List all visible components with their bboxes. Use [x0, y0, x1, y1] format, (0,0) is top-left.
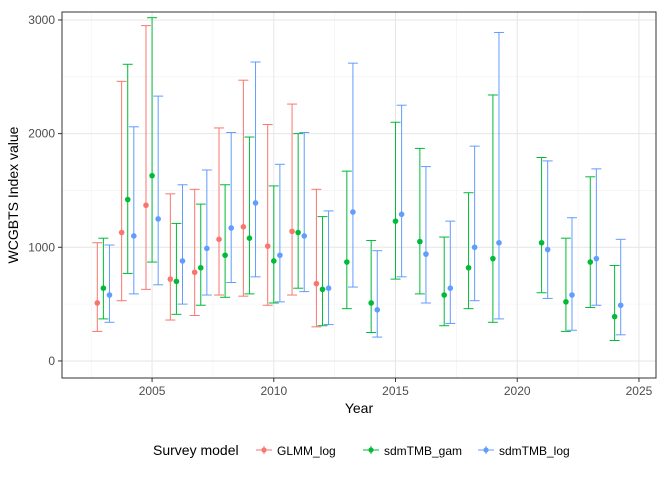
y-axis-ticks: 0 1000 2000 3000: [28, 13, 62, 368]
y-tick-label: 3000: [28, 13, 55, 27]
data-point: [264, 243, 271, 249]
data-point: [569, 292, 575, 298]
data-point: [191, 269, 198, 276]
data-point: [277, 252, 283, 259]
data-point: [490, 255, 496, 262]
data-point: [593, 255, 600, 262]
data-point: [216, 236, 222, 243]
legend-item-GLMM_log: GLMM_log: [256, 444, 336, 458]
data-point: [398, 211, 405, 218]
data-point: [246, 235, 253, 241]
x-axis-title: Year: [345, 400, 374, 416]
y-tick-label: 1000: [28, 240, 55, 254]
data-point: [131, 233, 137, 239]
data-point: [228, 225, 234, 231]
minor-gridlines: [62, 12, 656, 378]
legend-key-point: [368, 447, 374, 453]
series-GLMM_log: [92, 25, 322, 332]
x-tick-label: 2025: [626, 384, 653, 398]
data-point: [611, 313, 618, 320]
data-point: [173, 278, 180, 285]
data-point: [417, 238, 423, 245]
series-sdmTMB_gam: [98, 17, 620, 341]
data-point: [344, 259, 350, 265]
data-point: [252, 200, 259, 206]
data-point: [325, 285, 332, 292]
data-point: [368, 300, 374, 306]
x-tick-label: 2010: [260, 384, 287, 398]
data-point: [179, 258, 186, 264]
data-point: [423, 251, 429, 257]
x-tick-label: 2005: [139, 384, 166, 398]
data-point: [270, 258, 277, 264]
data-point: [441, 292, 448, 298]
data-point: [197, 264, 204, 271]
x-axis-ticks: 2005 2010 2015 2020 2025: [139, 378, 653, 398]
data-point: [167, 276, 174, 282]
data-point: [240, 224, 247, 230]
data-point: [465, 264, 472, 271]
data-point: [617, 302, 624, 309]
legend-key-point: [261, 447, 267, 453]
legend-item-sdmTMB_gam: sdmTMB_gam: [363, 444, 462, 458]
data-point: [471, 244, 478, 251]
data-point: [155, 216, 161, 222]
data-point: [563, 299, 569, 305]
data-point: [204, 245, 210, 252]
series-sdmTMB_log: [104, 31, 626, 338]
data-point: [118, 229, 125, 236]
legend-item-sdmTMB_log: sdmTMB_log: [478, 444, 570, 458]
legend-items: GLMM_log sdmTMB_gam sdmTMB_log: [256, 444, 570, 458]
data-point: [106, 292, 113, 298]
data-point: [350, 209, 356, 215]
data-point: [143, 202, 149, 209]
data-point: [100, 285, 107, 292]
panel-border: [61, 11, 657, 379]
x-tick-label: 2015: [382, 384, 409, 398]
legend-item-label: sdmTMB_gam: [384, 444, 462, 458]
data-point: [124, 196, 131, 203]
legend-item-label: sdmTMB_log: [499, 444, 570, 458]
series-layer: [92, 17, 626, 341]
data-point: [374, 307, 381, 313]
data-point: [447, 285, 454, 292]
legend: Survey model GLMM_log sdmTMB_gam sdmTMB_lo…: [153, 442, 570, 458]
data-point: [313, 280, 320, 287]
legend-title: Survey model: [153, 442, 239, 458]
legend-key-point: [483, 447, 489, 453]
major-gridlines: [62, 12, 656, 378]
y-tick-label: 2000: [28, 127, 55, 141]
data-point: [319, 286, 326, 293]
legend-item-label: GLMM_log: [277, 444, 336, 458]
data-point: [222, 252, 228, 259]
data-point: [587, 259, 594, 265]
x-tick-label: 2020: [504, 384, 531, 398]
data-point: [544, 246, 551, 253]
y-tick-label: 0: [48, 354, 55, 368]
data-point: [301, 233, 308, 239]
data-point: [392, 218, 399, 224]
data-point: [295, 229, 301, 236]
data-point: [496, 239, 502, 246]
data-point: [94, 300, 101, 306]
data-point: [538, 239, 545, 246]
data-point: [149, 172, 155, 179]
data-point: [289, 228, 295, 235]
y-axis-title: WCGBTS Index value: [5, 126, 21, 263]
